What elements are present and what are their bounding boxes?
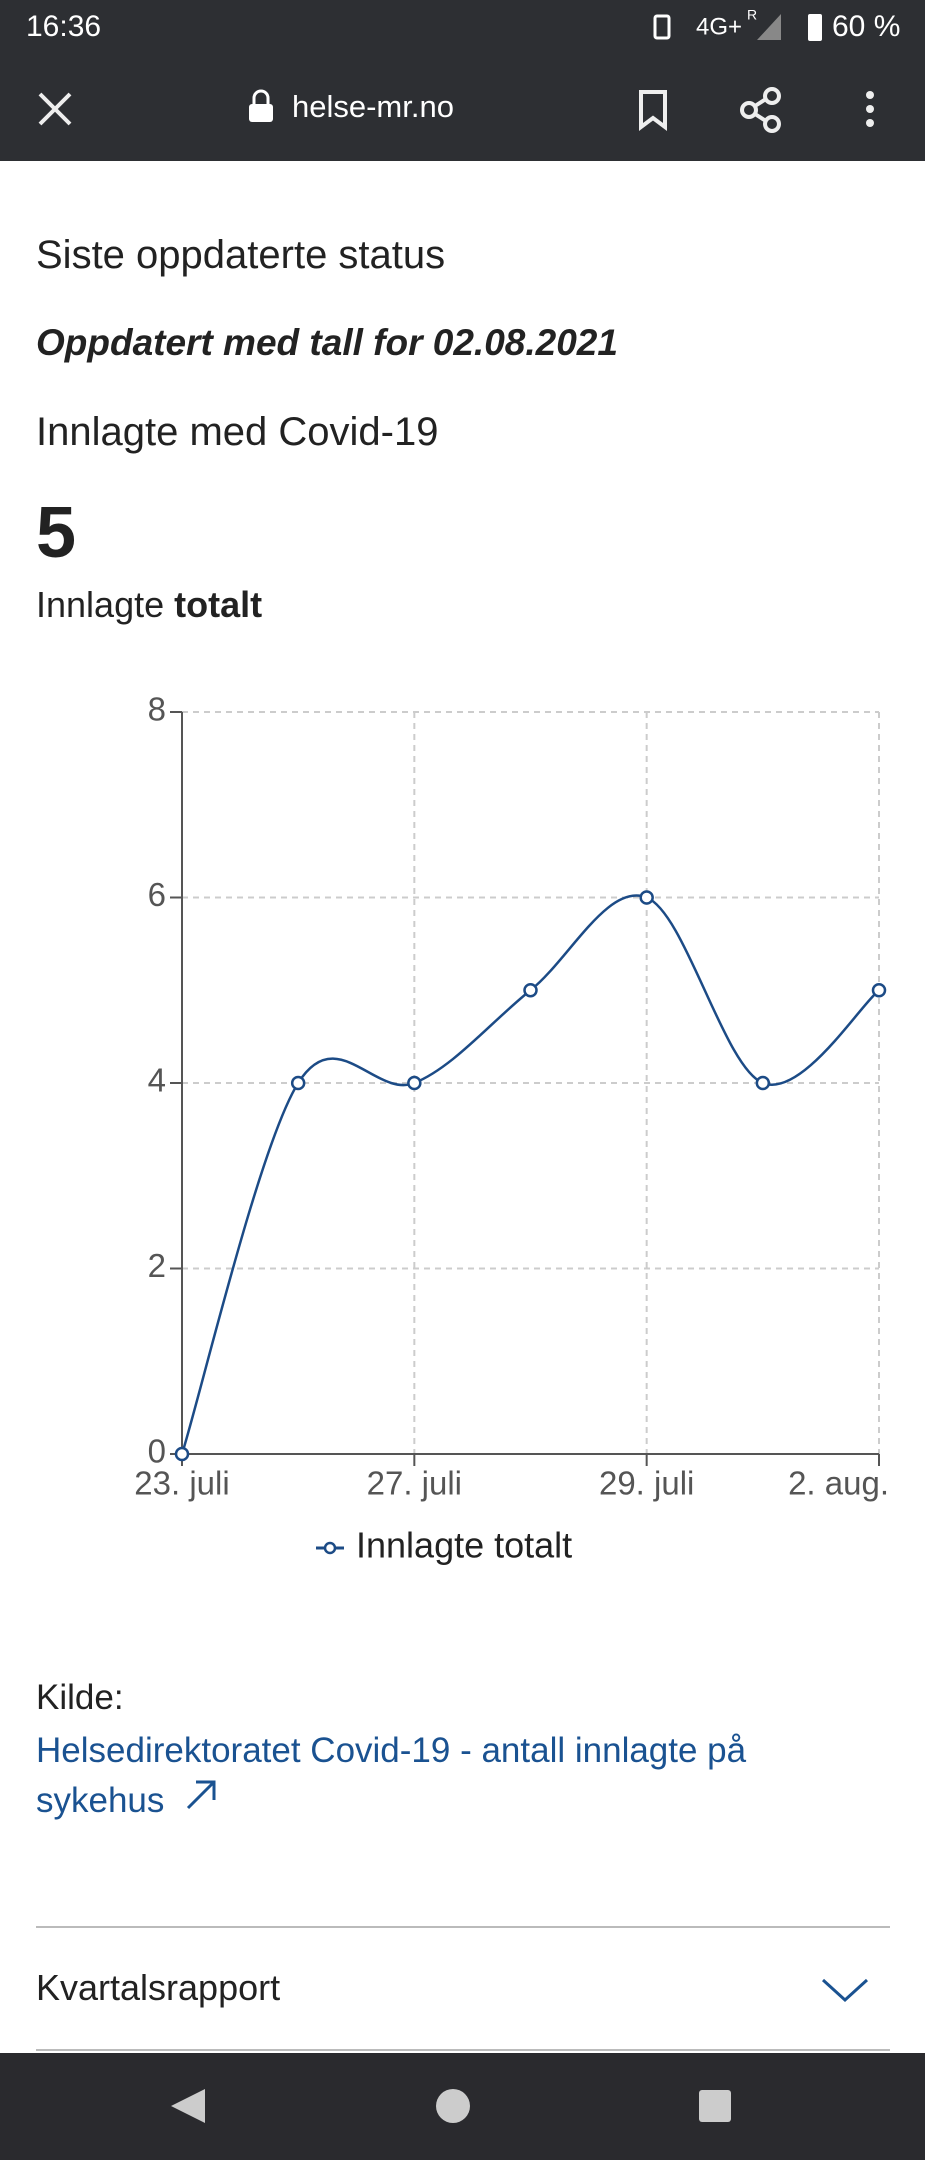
heading: Siste oppdaterte status <box>36 233 446 277</box>
caption: Innlagte totalt <box>36 584 262 626</box>
nav-bar <box>0 2053 925 2160</box>
point <box>639 890 654 905</box>
point <box>290 1075 306 1091</box>
battery-icon <box>808 14 822 41</box>
y-tick-label: 4 <box>148 1062 166 1099</box>
point <box>755 1075 771 1091</box>
source-link[interactable]: Helsedirektoratet Covid-19 - antall innl… <box>36 1731 747 1820</box>
external-icon <box>186 1780 216 1810</box>
point <box>523 983 538 998</box>
point <box>174 1446 190 1462</box>
point <box>407 1075 422 1091</box>
home-button[interactable] <box>436 2089 470 2123</box>
caption-plain: Innlagte <box>36 584 165 625</box>
big-number: 5 <box>36 493 77 573</box>
top-bars: 16:36 4G+ R 60 % helse-mr.no <box>0 0 925 161</box>
x-tick-label: 2. aug. <box>788 1465 889 1502</box>
series-line <box>180 894 880 1455</box>
point <box>871 983 887 998</box>
legend-marker <box>323 1541 337 1555</box>
y-tick-label: 2 <box>148 1247 166 1284</box>
subheading: Innlagte med Covid-19 <box>36 410 439 454</box>
signal-icon <box>757 14 781 40</box>
caption-bold: totalt <box>174 584 263 625</box>
battery: 60 % <box>832 10 900 43</box>
updated: Oppdatert med tall for 02.08.2021 <box>36 322 618 363</box>
source-link-wrap: Helsedirektoratet Covid-19 - antall innl… <box>36 1726 866 1826</box>
x-tick-label: 27. juli <box>367 1465 462 1502</box>
menu-button[interactable] <box>866 91 874 127</box>
legend-label: Innlagte totalt <box>356 1525 572 1566</box>
vibrate-icon <box>653 14 671 40</box>
url[interactable]: helse-mr.no <box>292 89 454 124</box>
chevron[interactable] <box>820 1972 870 2006</box>
back-button[interactable] <box>171 2089 205 2123</box>
close-button[interactable] <box>38 92 72 126</box>
lock-shackle <box>252 89 270 104</box>
roaming: R <box>747 7 757 23</box>
y-tick-label: 0 <box>148 1433 166 1470</box>
clock: 16:36 <box>26 10 101 43</box>
chart: 0 2 4 6 8 23. juli 27. juli 29. juli 2. aug. Innl… <box>134 691 889 1566</box>
source-label: Kilde: <box>36 1678 124 1717</box>
divider <box>36 1926 890 1928</box>
network: 4G+ <box>696 13 742 40</box>
share-button[interactable] <box>740 87 781 133</box>
x-tick-label: 23. juli <box>134 1465 229 1502</box>
lock-icon <box>249 104 273 122</box>
recents-button[interactable] <box>699 2090 731 2122</box>
y-tick-label: 8 <box>148 691 166 728</box>
x-tick-label: 29. juli <box>599 1465 694 1502</box>
accordion-title[interactable]: Kvartalsrapport <box>36 1967 281 2008</box>
bookmark-button[interactable] <box>639 90 667 131</box>
y-tick-label: 6 <box>148 876 166 913</box>
divider <box>36 2049 890 2051</box>
bar-bg <box>0 0 925 161</box>
